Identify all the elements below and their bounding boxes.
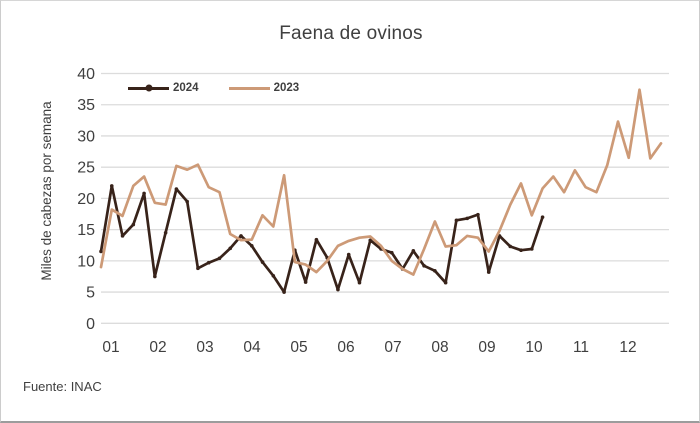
series-marker-2024-w28 bbox=[389, 250, 394, 255]
series-marker-2024-w30 bbox=[411, 249, 416, 253]
x-tick-label-08: 08 bbox=[431, 339, 448, 356]
series-marker-2024-w23 bbox=[336, 287, 340, 292]
series-marker-2024-w6 bbox=[153, 274, 157, 279]
y-tick-label-0: 0 bbox=[86, 316, 95, 333]
y-tick-label-35: 35 bbox=[77, 97, 95, 114]
x-tick-label-09: 09 bbox=[478, 339, 495, 356]
series-marker-2024-w12 bbox=[217, 256, 222, 261]
series-marker-2024-w42 bbox=[540, 215, 545, 219]
series-marker-2024-w5 bbox=[142, 191, 146, 196]
x-tick-label-03: 03 bbox=[196, 339, 213, 356]
y-tick-label-10: 10 bbox=[77, 253, 95, 270]
x-tick-label-11: 11 bbox=[573, 339, 589, 356]
legend-label-2023: 2023 bbox=[273, 82, 300, 94]
legend: 2024 2023 bbox=[128, 82, 299, 94]
y-tick-label-15: 15 bbox=[77, 222, 95, 239]
series-marker-2024-w1 bbox=[99, 249, 103, 254]
series-marker-2024-w34 bbox=[454, 218, 459, 223]
series-marker-2024-w40 bbox=[519, 248, 523, 253]
series-marker-2024-w37 bbox=[486, 270, 491, 274]
x-tick-label-06: 06 bbox=[337, 339, 354, 356]
series-marker-2024-w24 bbox=[346, 252, 351, 257]
series-marker-2024-w18 bbox=[282, 290, 286, 294]
legend-line-2024-icon bbox=[128, 84, 169, 92]
legend-label-2024: 2024 bbox=[173, 82, 199, 94]
chart-title: Faena de ovinos bbox=[279, 23, 423, 44]
series-marker-2024-w15 bbox=[249, 244, 254, 248]
series-marker-2024-w8 bbox=[174, 187, 179, 191]
legend-line-2023-icon bbox=[228, 86, 270, 90]
series-marker-2024-w32 bbox=[433, 269, 437, 273]
x-tick-label-02: 02 bbox=[149, 339, 166, 356]
series-marker-2024-w7 bbox=[163, 230, 168, 235]
series-marker-2024-w17 bbox=[271, 274, 276, 278]
y-tick-label-20: 20 bbox=[77, 191, 95, 208]
x-tick-label-04: 04 bbox=[243, 339, 261, 356]
series-marker-2024-w11 bbox=[206, 260, 211, 265]
x-tick-label-01: 01 bbox=[102, 339, 119, 356]
legend-item-2024: 2024 bbox=[128, 82, 199, 94]
series-marker-2024-w3 bbox=[120, 234, 125, 238]
series-marker-2024-w36 bbox=[476, 212, 480, 217]
series-marker-2024-w25 bbox=[357, 280, 362, 285]
series-marker-2024-w33 bbox=[443, 280, 448, 285]
x-tick-label-12: 12 bbox=[619, 339, 636, 356]
series-marker-2024-w20 bbox=[303, 280, 308, 284]
series-marker-2024-w35 bbox=[465, 216, 469, 221]
x-tick-label-10: 10 bbox=[525, 339, 543, 356]
source-note: Fuente: INAC bbox=[23, 379, 102, 394]
series-marker-2024-w13 bbox=[228, 246, 233, 251]
series-marker-2024-w26 bbox=[368, 238, 373, 243]
legend-marker-dot-icon bbox=[145, 84, 152, 92]
series-marker-2024-w41 bbox=[530, 247, 534, 251]
y-tick-label-5: 5 bbox=[86, 285, 95, 302]
series-marker-2024-w14 bbox=[239, 234, 243, 238]
series-marker-2024-w39 bbox=[508, 244, 513, 249]
y-tick-label-30: 30 bbox=[77, 128, 95, 145]
series-marker-2024-w2 bbox=[109, 184, 114, 188]
series-marker-2024-w31 bbox=[422, 264, 426, 268]
y-axis-title: Miles de cabezas por semana bbox=[39, 101, 54, 281]
y-tick-label-40: 40 bbox=[77, 66, 95, 83]
series-marker-2024-w21 bbox=[314, 237, 319, 242]
y-tick-label-25: 25 bbox=[77, 160, 95, 177]
x-tick-label-07: 07 bbox=[384, 339, 401, 356]
x-tick-label-05: 05 bbox=[290, 339, 307, 356]
legend-item-2023: 2023 bbox=[228, 82, 300, 94]
series-marker-2024-w10 bbox=[196, 266, 200, 271]
series-marker-2024-w16 bbox=[260, 260, 265, 264]
series-marker-2024-w9 bbox=[185, 199, 189, 204]
series-marker-2024-w4 bbox=[131, 222, 136, 227]
series-line-2024 bbox=[99, 184, 544, 294]
series-line-2023 bbox=[99, 88, 663, 276]
